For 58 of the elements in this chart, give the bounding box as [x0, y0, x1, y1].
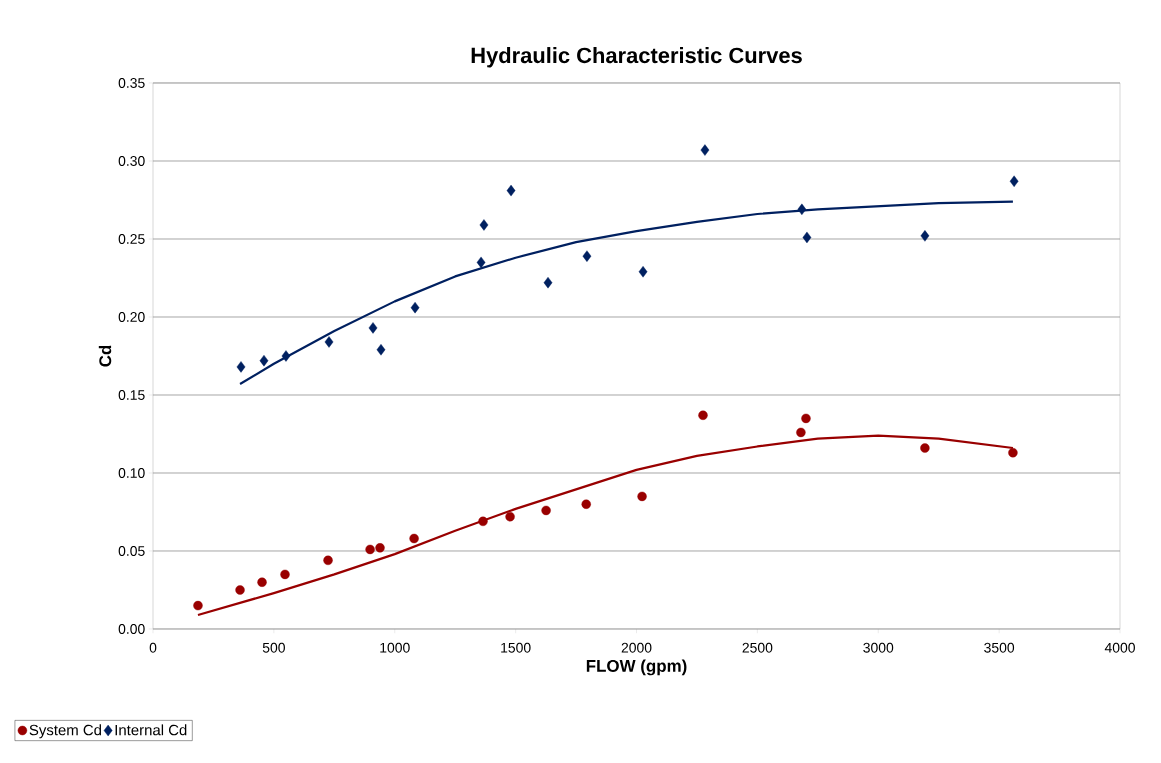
y-tick-label: 0.15 — [118, 390, 145, 400]
y-tick-label: 0.00 — [118, 624, 145, 634]
x-tick-label: 2500 — [742, 642, 773, 653]
point — [478, 516, 488, 527]
y-tick-label: 0.10 — [118, 468, 145, 478]
x-tick-label: 500 — [262, 642, 285, 653]
y-tick-label: 0.30 — [118, 156, 145, 166]
point — [193, 600, 203, 611]
point — [920, 443, 930, 453]
y-tick-label: 0.20 — [118, 312, 145, 322]
point — [479, 219, 489, 231]
point — [409, 533, 419, 544]
legend-label: System Cd — [29, 724, 101, 739]
point — [257, 577, 267, 587]
point — [259, 354, 269, 367]
point — [700, 144, 710, 156]
point — [543, 276, 553, 289]
point — [920, 230, 930, 242]
point — [236, 361, 246, 373]
point — [365, 544, 375, 555]
point — [698, 410, 708, 420]
x-tick-label: 1000 — [380, 642, 410, 653]
x-axis-title: FLOW (gpm) — [586, 659, 687, 676]
y-axis-title: Cd — [98, 345, 112, 367]
x-tick-label: 3000 — [863, 642, 894, 653]
point — [324, 336, 334, 348]
y-tick-label: 0.35 — [118, 78, 145, 88]
point — [506, 184, 516, 197]
point — [410, 301, 420, 314]
point — [797, 203, 807, 216]
point — [801, 413, 811, 424]
point — [323, 555, 333, 566]
point — [582, 250, 592, 262]
x-tick-label: 3500 — [984, 642, 1015, 653]
x-tick-label: 2000 — [621, 642, 652, 653]
x-tick-label: 1500 — [501, 642, 531, 653]
point — [376, 344, 386, 356]
point — [476, 256, 486, 269]
point — [1008, 448, 1018, 458]
x-tick-label: 4000 — [1104, 642, 1135, 653]
legend-label: Internal Cd — [115, 724, 187, 736]
y-tick-label: 0.25 — [118, 234, 145, 244]
y-tick-label: 0.05 — [118, 546, 145, 556]
point — [280, 569, 290, 580]
point — [368, 322, 378, 334]
point — [802, 231, 812, 244]
point — [235, 585, 245, 595]
point — [637, 491, 647, 502]
point — [281, 350, 291, 362]
point — [638, 266, 648, 278]
point — [581, 499, 591, 509]
point — [375, 543, 385, 553]
point — [541, 505, 551, 516]
x-tick-label: 0 — [149, 642, 157, 653]
point — [505, 511, 515, 522]
chart-title: Hydraulic Characteristic Curves — [471, 47, 802, 68]
point — [1009, 175, 1019, 187]
point — [796, 427, 806, 438]
